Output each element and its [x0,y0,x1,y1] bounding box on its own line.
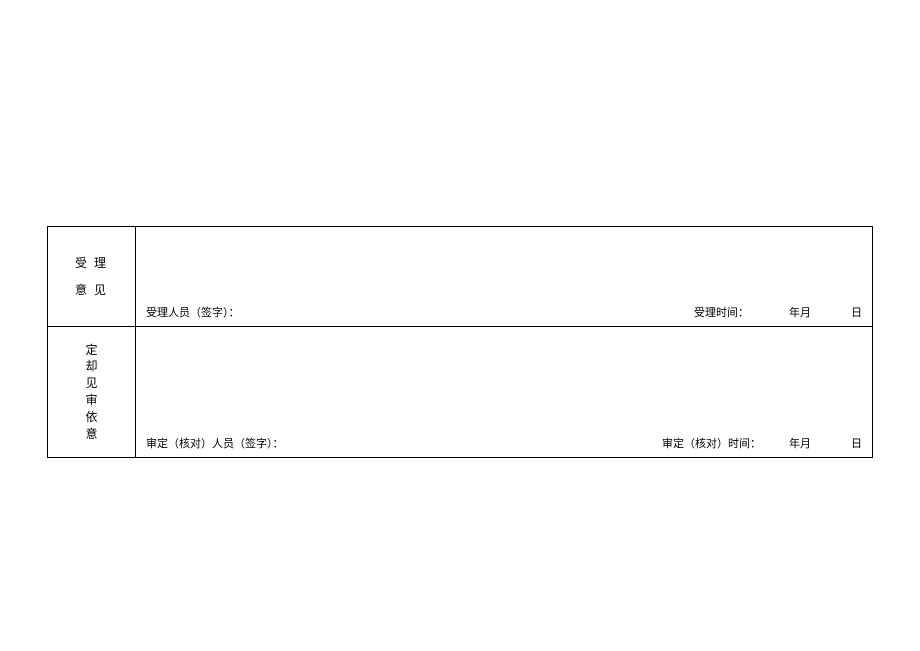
review-content-cell: 审定（核对）人员（签字）： 审定（核对）时间： 年月 日 [136,327,872,457]
label-char: 却 [85,358,97,375]
review-time-section: 审定（核对）时间： 年月 日 [662,435,862,451]
acceptance-label: 受 理 意 见 [75,250,108,303]
acceptance-content-cell: 受理人员（签字）： 受理时间： 年月 日 [136,227,872,326]
label-char: 审 [85,392,97,409]
review-time-label: 审定（核对）时间： [662,435,761,451]
date-day: 日 [851,435,862,451]
review-label: 定 却 见 审 依 意 [85,342,97,443]
acceptance-signature-line: 受理人员（签字）： 受理时间： 年月 日 [146,304,862,320]
date-year-month: 年月 [789,435,811,451]
form-table: 受 理 意 见 受理人员（签字）： 受理时间： 年月 日 定 却 见 [47,226,873,458]
review-signature-line: 审定（核对）人员（签字）： 审定（核对）时间： 年月 日 [146,435,862,451]
acceptance-row: 受 理 意 见 受理人员（签字）： 受理时间： 年月 日 [48,227,872,327]
label-char: 意 [85,426,97,443]
label-char: 定 [85,342,97,359]
label-text: 受 理 [75,250,108,276]
acceptance-time-section: 受理时间： 年月 日 [694,304,862,320]
acceptance-time-label: 受理时间： [694,304,749,320]
acceptance-label-cell: 受 理 意 见 [48,227,136,326]
date-day: 日 [851,304,862,320]
review-label-cell: 定 却 见 审 依 意 [48,327,136,457]
acceptance-signer-label: 受理人员（签字）： [146,304,240,320]
review-signer-label: 审定（核对）人员（签字）： [146,435,284,451]
label-char: 依 [85,409,97,426]
label-text: 意 见 [75,277,108,303]
date-year-month: 年月 [789,304,811,320]
label-char: 见 [85,375,97,392]
review-row: 定 却 见 审 依 意 审定（核对）人员（签字）： 审定（核对）时间： 年月 日 [48,327,872,457]
